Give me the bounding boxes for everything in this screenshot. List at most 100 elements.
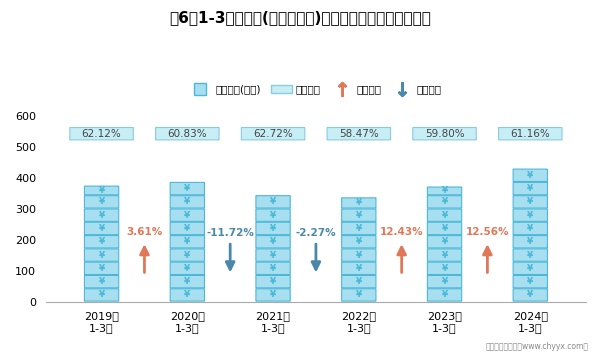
FancyBboxPatch shape [256, 262, 290, 274]
FancyBboxPatch shape [242, 127, 305, 140]
Text: ¥: ¥ [356, 198, 362, 207]
Text: ¥: ¥ [442, 290, 448, 299]
FancyBboxPatch shape [513, 275, 548, 288]
FancyBboxPatch shape [170, 275, 204, 288]
Text: -2.27%: -2.27% [296, 228, 336, 238]
FancyBboxPatch shape [341, 236, 376, 248]
FancyBboxPatch shape [327, 127, 391, 140]
FancyBboxPatch shape [341, 289, 376, 301]
Text: ¥: ¥ [185, 290, 191, 299]
Text: ¥: ¥ [99, 264, 105, 273]
Text: ¥: ¥ [442, 251, 448, 260]
Text: ¥: ¥ [527, 211, 533, 220]
Text: ¥: ¥ [356, 264, 362, 273]
Text: ¥: ¥ [185, 264, 191, 273]
Text: ¥: ¥ [442, 237, 448, 246]
FancyBboxPatch shape [84, 209, 119, 222]
FancyBboxPatch shape [513, 222, 548, 235]
FancyBboxPatch shape [156, 127, 219, 140]
FancyBboxPatch shape [341, 209, 376, 222]
FancyBboxPatch shape [499, 127, 562, 140]
Text: 58.47%: 58.47% [339, 129, 379, 139]
FancyBboxPatch shape [427, 236, 462, 248]
Text: ¥: ¥ [270, 237, 276, 246]
Text: ¥: ¥ [185, 184, 191, 193]
Text: 61.16%: 61.16% [510, 129, 550, 139]
FancyBboxPatch shape [84, 186, 119, 195]
Text: ¥: ¥ [270, 211, 276, 220]
Legend: 累计保费(亿元), 寿险占比, 同比增加, 同比减少: 累计保费(亿元), 寿险占比, 同比增加, 同比减少 [186, 81, 446, 99]
FancyBboxPatch shape [513, 169, 548, 181]
FancyBboxPatch shape [427, 196, 462, 208]
Text: ¥: ¥ [356, 277, 362, 286]
Text: ¥: ¥ [270, 264, 276, 273]
FancyBboxPatch shape [170, 262, 204, 274]
FancyBboxPatch shape [84, 289, 119, 301]
FancyBboxPatch shape [84, 236, 119, 248]
Text: -11.72%: -11.72% [206, 228, 254, 238]
Text: 12.43%: 12.43% [380, 226, 424, 237]
Text: ¥: ¥ [442, 224, 448, 233]
FancyBboxPatch shape [256, 236, 290, 248]
Text: ¥: ¥ [356, 251, 362, 260]
FancyBboxPatch shape [170, 196, 204, 208]
FancyBboxPatch shape [513, 182, 548, 195]
Text: 62.12%: 62.12% [82, 129, 121, 139]
Text: 制图：智研咨询（www.chyyx.com）: 制图：智研咨询（www.chyyx.com） [486, 343, 589, 351]
FancyBboxPatch shape [256, 249, 290, 261]
Text: ¥: ¥ [99, 251, 105, 260]
FancyBboxPatch shape [427, 222, 462, 235]
FancyBboxPatch shape [341, 275, 376, 288]
Text: ¥: ¥ [356, 290, 362, 299]
Text: ¥: ¥ [99, 237, 105, 246]
FancyBboxPatch shape [341, 262, 376, 274]
Text: ¥: ¥ [356, 224, 362, 233]
Text: ¥: ¥ [185, 237, 191, 246]
Text: ¥: ¥ [185, 211, 191, 220]
FancyBboxPatch shape [513, 209, 548, 222]
Text: ¥: ¥ [527, 237, 533, 246]
FancyBboxPatch shape [256, 196, 290, 208]
Text: ¥: ¥ [356, 211, 362, 220]
FancyBboxPatch shape [513, 249, 548, 261]
Text: 59.80%: 59.80% [425, 129, 465, 139]
Text: ¥: ¥ [527, 251, 533, 260]
FancyBboxPatch shape [84, 275, 119, 288]
FancyBboxPatch shape [70, 127, 133, 140]
FancyBboxPatch shape [513, 196, 548, 208]
Text: ¥: ¥ [442, 186, 448, 195]
Text: 62.72%: 62.72% [253, 129, 293, 139]
FancyBboxPatch shape [84, 196, 119, 208]
FancyBboxPatch shape [170, 236, 204, 248]
FancyBboxPatch shape [84, 222, 119, 235]
Text: ¥: ¥ [99, 186, 105, 195]
Text: ¥: ¥ [442, 211, 448, 220]
Text: ¥: ¥ [442, 277, 448, 286]
Text: ¥: ¥ [99, 277, 105, 286]
Text: ¥: ¥ [527, 171, 533, 180]
Text: 12.56%: 12.56% [466, 226, 509, 237]
Text: ¥: ¥ [442, 264, 448, 273]
Text: ¥: ¥ [185, 277, 191, 286]
FancyBboxPatch shape [256, 289, 290, 301]
Text: ¥: ¥ [99, 290, 105, 299]
FancyBboxPatch shape [341, 249, 376, 261]
FancyBboxPatch shape [256, 275, 290, 288]
Text: ¥: ¥ [99, 224, 105, 233]
FancyBboxPatch shape [427, 187, 462, 195]
FancyBboxPatch shape [170, 289, 204, 301]
Text: 3.61%: 3.61% [126, 226, 163, 237]
FancyBboxPatch shape [84, 249, 119, 261]
FancyBboxPatch shape [170, 209, 204, 222]
FancyBboxPatch shape [84, 262, 119, 274]
FancyBboxPatch shape [341, 222, 376, 235]
FancyBboxPatch shape [413, 127, 476, 140]
Text: ¥: ¥ [99, 211, 105, 220]
FancyBboxPatch shape [427, 275, 462, 288]
Text: ¥: ¥ [270, 251, 276, 260]
FancyBboxPatch shape [427, 209, 462, 222]
FancyBboxPatch shape [427, 249, 462, 261]
Text: ¥: ¥ [99, 197, 105, 206]
Text: ¥: ¥ [185, 251, 191, 260]
Text: ¥: ¥ [270, 290, 276, 299]
